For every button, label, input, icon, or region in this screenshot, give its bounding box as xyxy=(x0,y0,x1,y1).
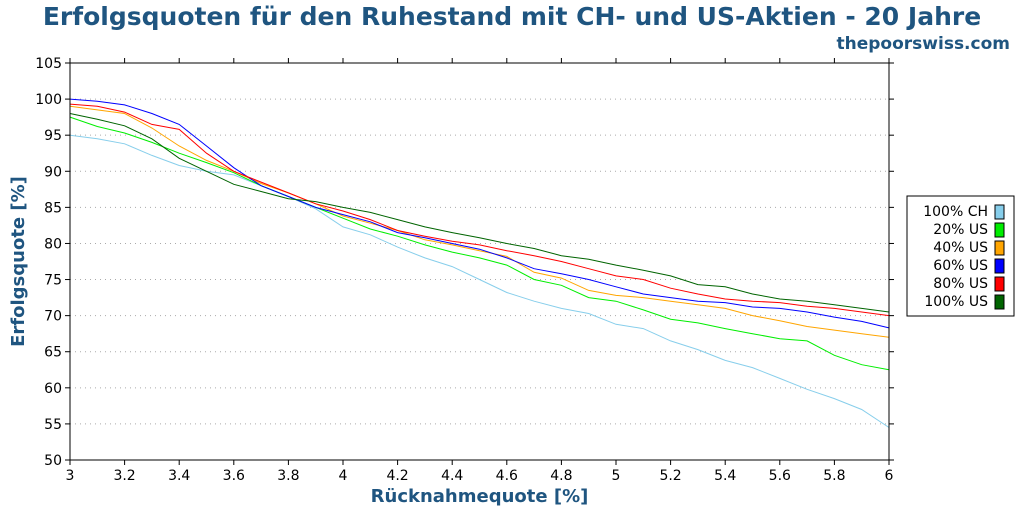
legend-label: 80% US xyxy=(933,276,988,292)
x-tick-label: 3.8 xyxy=(277,468,299,484)
x-tick-label: 4 xyxy=(339,468,348,484)
x-tick-label: 3.4 xyxy=(168,468,190,484)
x-tick-label: 5.6 xyxy=(769,468,791,484)
y-tick-label: 90 xyxy=(44,164,62,180)
x-tick-label: 4.2 xyxy=(386,468,408,484)
x-tick-label: 5.2 xyxy=(659,468,681,484)
legend-swatch xyxy=(994,294,1005,310)
x-tick-label: 4.6 xyxy=(496,468,518,484)
series-line-80-us xyxy=(69,103,890,317)
series-line-100-us xyxy=(69,113,890,313)
x-tick-label: 5.4 xyxy=(714,468,736,484)
series-line-20-us xyxy=(69,116,890,371)
y-tick-label: 80 xyxy=(44,236,62,252)
legend-swatch xyxy=(994,204,1005,220)
y-tick-label: 65 xyxy=(44,345,62,361)
chart-title: Erfolgsquoten für den Ruhestand mit CH- … xyxy=(42,2,982,31)
y-tick-label: 70 xyxy=(44,309,62,325)
legend-label: 40% US xyxy=(933,240,988,256)
legend-swatch xyxy=(994,222,1005,238)
series-line-100-ch xyxy=(69,134,890,428)
legend-swatch xyxy=(994,240,1005,256)
y-tick-label: 85 xyxy=(44,200,62,216)
legend-label: 20% US xyxy=(933,222,988,238)
legend-swatch xyxy=(994,258,1005,274)
y-tick-label: 55 xyxy=(44,417,62,433)
x-tick-label: 4.8 xyxy=(550,468,572,484)
series-line-40-us xyxy=(69,105,890,338)
y-tick-label: 105 xyxy=(35,56,62,72)
x-tick-label: 3 xyxy=(66,468,75,484)
legend-swatch xyxy=(994,276,1005,292)
x-axis-ticks: 3 3.2 3.4 3.6 3.8 4 4.2 4.4 4.6 4.8 5 5.2 5.4 5.6 5.8 6 xyxy=(66,58,894,484)
x-tick-label: 5 xyxy=(612,468,621,484)
y-tick-label: 50 xyxy=(44,453,62,469)
x-tick-label: 3.2 xyxy=(113,468,135,484)
y-tick-label: 60 xyxy=(44,381,62,397)
legend-label: 100% CH xyxy=(923,204,988,220)
x-tick-label: 5.8 xyxy=(823,468,845,484)
y-tick-label: 75 xyxy=(44,273,62,289)
y-tick-label: 100 xyxy=(35,92,62,108)
site-credit: thepoorswiss.com xyxy=(836,34,1011,54)
x-tick-label: 4.4 xyxy=(441,468,463,484)
legend-label: 60% US xyxy=(933,258,988,274)
x-tick-label: 6 xyxy=(885,468,894,484)
y-axis-title: Erfolgsquote [%] xyxy=(8,176,29,347)
series-lines xyxy=(69,98,890,428)
legend-label: 100% US xyxy=(924,294,988,310)
series-line-60-us xyxy=(69,98,890,329)
plot-frame xyxy=(69,62,890,461)
x-tick-label: 3.6 xyxy=(223,468,245,484)
grid-lines xyxy=(70,98,889,425)
x-axis-title: Rücknahmequote [%] xyxy=(371,486,589,507)
legend: 100% CH 20% US 40% US 60% US 80% US 100% US xyxy=(906,195,1015,317)
y-axis-ticks: 50 55 60 65 70 75 80 85 90 95 100 105 xyxy=(35,56,894,469)
y-tick-label: 95 xyxy=(44,128,62,144)
